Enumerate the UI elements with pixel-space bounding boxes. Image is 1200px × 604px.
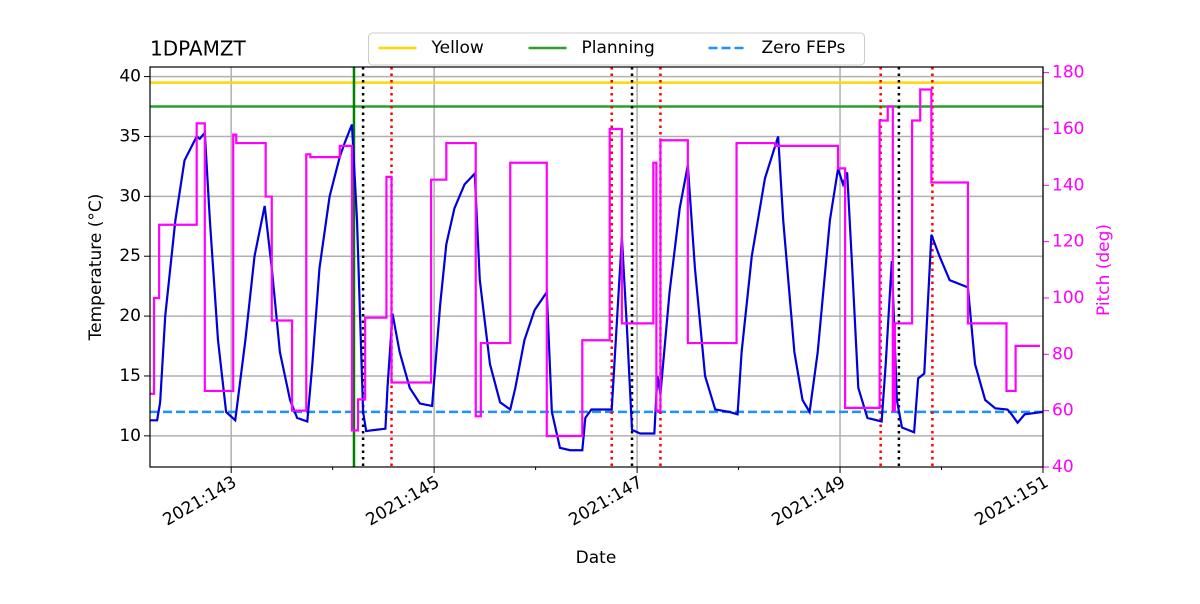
y-tick-label: 35 <box>119 126 141 146</box>
x-tick-label: 2021:151 <box>971 472 1052 530</box>
y-tick-label: 40 <box>119 67 141 87</box>
y2-tick-label: 120 <box>1052 232 1084 252</box>
legend-label: Zero FEPs <box>762 38 846 58</box>
y-tick-label: 20 <box>119 306 141 326</box>
x-tick-label: 2021:143 <box>160 472 241 530</box>
x-tick-label: 2021:147 <box>566 472 647 530</box>
y2-tick-label: 140 <box>1052 175 1084 195</box>
x-axis-label: Date <box>576 548 617 568</box>
legend-label: Yellow <box>431 38 484 58</box>
y2-tick-label: 180 <box>1052 63 1084 83</box>
y2-tick-label: 80 <box>1052 344 1074 364</box>
y-tick-label: 30 <box>119 186 141 206</box>
x-tick-label: 2021:145 <box>363 472 444 530</box>
x-tick-label: 2021:149 <box>769 472 850 530</box>
plot-area <box>150 67 1043 467</box>
chart-title: 1DPAMZT <box>150 37 247 61</box>
legend-label: Planning <box>582 38 655 58</box>
y-axis-label: Temperature (°C) <box>86 194 106 342</box>
y-tick-label: 25 <box>119 246 141 266</box>
data-line <box>150 88 1040 438</box>
y2-tick-label: 60 <box>1052 401 1074 421</box>
data-line <box>150 124 1043 452</box>
y2-tick-label: 40 <box>1052 457 1074 477</box>
y-tick-label: 15 <box>119 366 141 386</box>
y-tick-label: 10 <box>119 426 141 446</box>
y2-tick-label: 100 <box>1052 288 1084 308</box>
y2-axis-label: Pitch (deg) <box>1094 224 1114 316</box>
legend-box <box>368 32 865 66</box>
plot-frame <box>149 66 1044 468</box>
y2-tick-label: 160 <box>1052 119 1084 139</box>
